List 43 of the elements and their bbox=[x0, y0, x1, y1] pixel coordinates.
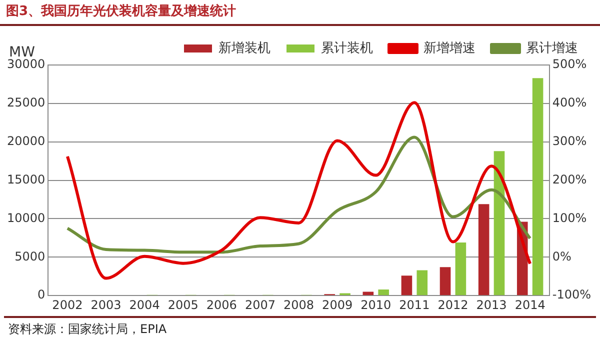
x-tick-label: 2004 bbox=[129, 298, 160, 312]
y-tick-label: 0 bbox=[38, 288, 46, 302]
x-tick-label: 2008 bbox=[283, 298, 314, 312]
bar bbox=[478, 204, 490, 296]
bar bbox=[401, 276, 412, 296]
x-tick-label: 2011 bbox=[399, 298, 430, 312]
legend-label: 新增增速 bbox=[424, 40, 476, 56]
line-series bbox=[66, 101, 532, 280]
text: 资料来源：国家统计局，EPIA bbox=[4, 316, 596, 340]
y-tick-label: 5000 bbox=[14, 249, 46, 264]
legend-label: 累计增速 bbox=[526, 40, 578, 56]
y2-tick-label: -100% bbox=[552, 288, 592, 302]
y2-tick-label: 200% bbox=[552, 172, 587, 186]
bar bbox=[416, 270, 428, 296]
bar bbox=[532, 78, 544, 296]
line-series bbox=[66, 136, 532, 254]
x-tick-label: 2013 bbox=[476, 298, 507, 312]
bar bbox=[455, 242, 466, 296]
y2-tick-label: 0% bbox=[552, 249, 572, 264]
bar bbox=[494, 151, 505, 296]
y2-tick-label: 100% bbox=[552, 210, 587, 225]
legend-label: 累计装机 bbox=[321, 40, 373, 56]
y2-tick-label: 400% bbox=[552, 96, 587, 110]
y2-tick-label: 500% bbox=[552, 57, 587, 72]
y-tick-label: 30000 bbox=[6, 57, 46, 72]
bar bbox=[378, 289, 389, 296]
x-tick-label: 2012 bbox=[438, 298, 468, 312]
y-tick-label: 25000 bbox=[6, 96, 46, 110]
x-tick-label: 2007 bbox=[244, 298, 276, 312]
y2-tick-label: 300% bbox=[552, 134, 587, 148]
chart-title: 图3、我国历年光伏装机容量及增速统计 bbox=[0, 0, 600, 26]
y-tick-label: 10000 bbox=[6, 210, 46, 225]
legend-label: 新增装机 bbox=[218, 40, 270, 56]
x-tick-label: 2005 bbox=[168, 298, 198, 312]
x-tick-label: 2014 bbox=[514, 298, 546, 312]
y-tick-label: 15000 bbox=[6, 172, 46, 186]
x-tick-label: 2010 bbox=[360, 298, 392, 312]
x-tick-label: 2002 bbox=[52, 298, 83, 312]
x-tick-label: 2009 bbox=[322, 298, 353, 312]
y-tick-label: 20000 bbox=[6, 134, 46, 148]
x-tick-label: 2003 bbox=[90, 298, 122, 312]
bar bbox=[440, 267, 451, 296]
x-tick-label: 2006 bbox=[206, 298, 237, 312]
